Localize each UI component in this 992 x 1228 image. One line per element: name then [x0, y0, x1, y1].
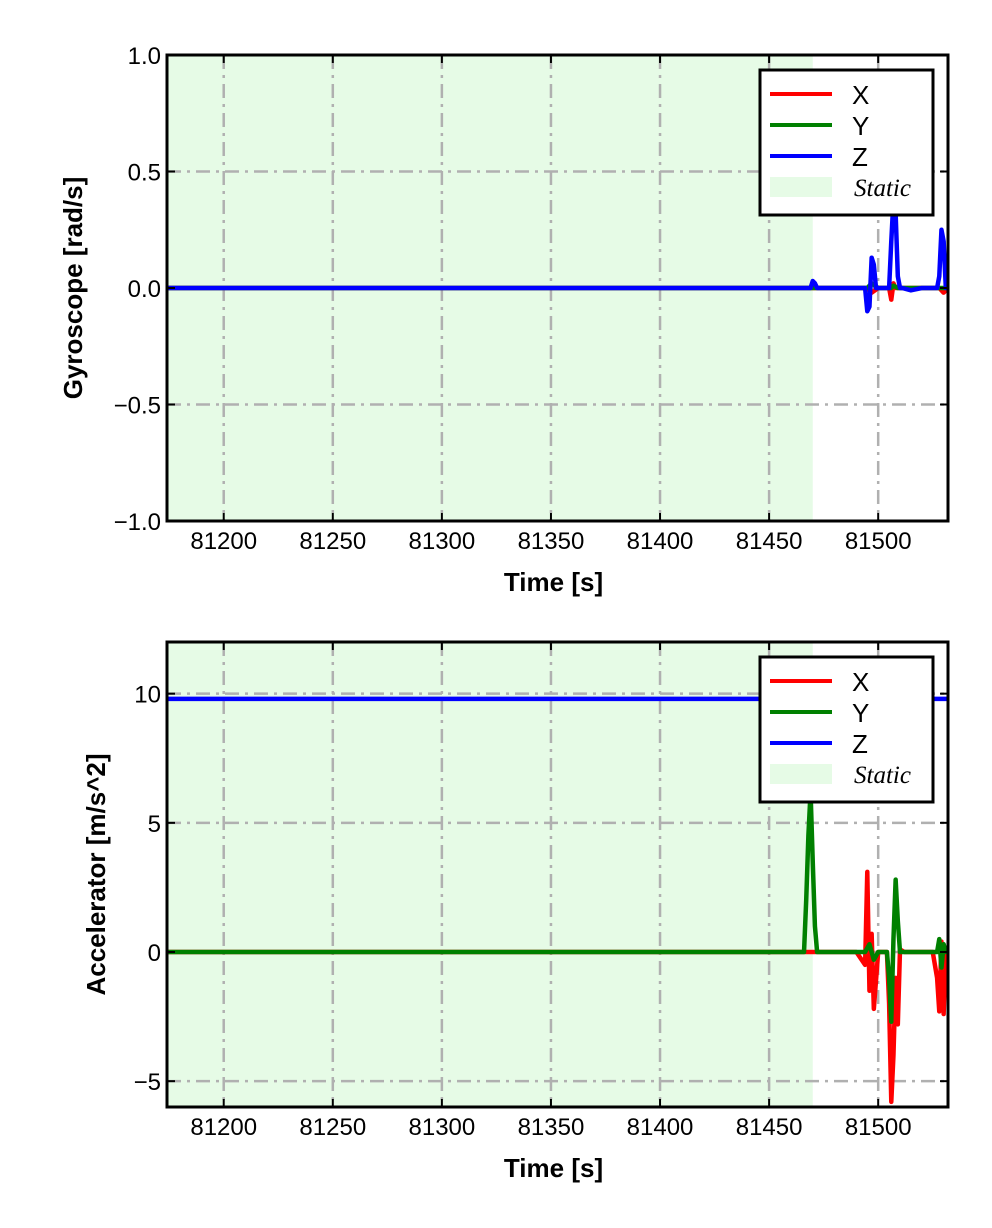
y-axis-label: Gyroscope [rad/s] — [58, 177, 88, 400]
x-tick-label: 81200 — [190, 528, 257, 555]
x-tick-label: 81250 — [299, 528, 366, 555]
x-tick-label: 81200 — [190, 1114, 257, 1141]
x-tick-label: 81500 — [845, 528, 912, 555]
axes-frame — [165, 640, 950, 1109]
legend-label-static: Static — [854, 175, 911, 202]
y-tick-label: 0 — [148, 940, 161, 967]
x-tick-label: 81400 — [627, 528, 694, 555]
legend-swatch-static — [770, 177, 832, 197]
x-tick-label: 81300 — [409, 528, 476, 555]
x-axis-label: Time [s] — [504, 1153, 603, 1183]
x-tick-label: 81350 — [518, 1114, 585, 1141]
x-tick-label: 81250 — [299, 1114, 366, 1141]
x-tick-label: 81300 — [409, 1114, 476, 1141]
x-axis-label: Time [s] — [504, 567, 603, 597]
y-tick-label: 1.0 — [128, 43, 161, 70]
legend-label-z: Z — [852, 729, 868, 759]
series-line-y — [167, 789, 948, 1024]
x-tick-label: 81450 — [736, 528, 803, 555]
static-region — [167, 642, 813, 1107]
x-tick-label: 81400 — [627, 1114, 694, 1141]
x-tick-label: 81350 — [518, 528, 585, 555]
legend-label-z: Z — [852, 142, 868, 172]
y-tick-label: −1.0 — [114, 509, 161, 536]
y-tick-label: 10 — [134, 682, 161, 709]
y-tick-label: 5 — [148, 811, 161, 838]
y-tick-label: 0.5 — [128, 160, 161, 187]
x-tick-label: 81450 — [736, 1114, 803, 1141]
series-line-z — [167, 197, 948, 314]
chart-2: 81200 81250 81300 81350 81400 81450 81500 −5 0 5 1… — [81, 640, 950, 1183]
x-tick-label: 81500 — [845, 1114, 912, 1141]
legend-label-x: X — [852, 80, 869, 110]
y-tick-label: −0.5 — [114, 393, 161, 420]
legend-swatch-static — [770, 764, 832, 784]
legend-label-static: Static — [854, 762, 911, 789]
legend: XYZ Static — [758, 655, 935, 804]
series-line-x — [167, 869, 948, 1105]
y-tick-label: −5 — [134, 1069, 161, 1096]
y-axis-label: Accelerator [m/s^2] — [81, 753, 111, 995]
legend-label-y: Y — [852, 111, 869, 141]
chart-1: 81200 81250 81300 81350 81400 81450 81500 −1.0 −… — [58, 43, 950, 597]
legend-label-x: X — [852, 667, 869, 697]
y-tick-label: 0.0 — [128, 276, 161, 303]
legend: XYZ Static — [758, 68, 935, 217]
legend-label-y: Y — [852, 698, 869, 728]
